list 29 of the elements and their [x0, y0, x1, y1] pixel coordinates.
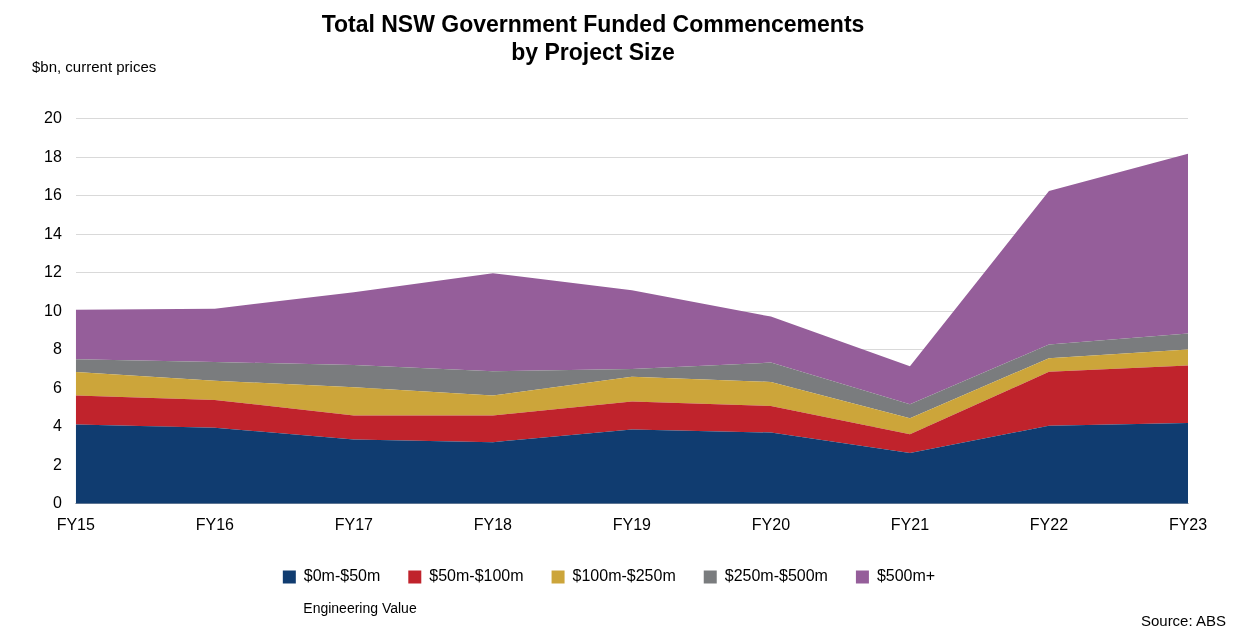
legend-label: $100m-$250m [572, 567, 676, 585]
x-tick-label: FY20 [751, 515, 791, 533]
x-tick-label: FY17 [334, 515, 374, 533]
legend-label: $500m+ [876, 567, 936, 585]
y-tick-label: 14 [44, 224, 62, 242]
x-tick-label: FY18 [473, 515, 513, 533]
chart-title: Total NSW Government Funded Commencements by Project Size [321, 11, 865, 65]
y-axis-title: $bn, current prices [32, 58, 157, 75]
y-tick-label: 16 [44, 186, 62, 204]
x-tick-label: FY15 [56, 515, 96, 533]
y-tick-label: 8 [52, 340, 62, 358]
legend-label: $0m-$50m [303, 567, 381, 585]
x-tick-label: FY19 [612, 515, 652, 533]
x-tick-label: FY16 [195, 515, 235, 533]
x-tick-label: FY21 [890, 515, 930, 533]
x-tick-label: FY22 [1029, 515, 1069, 533]
y-tick-label: 20 [44, 109, 62, 127]
y-tick-label: 4 [52, 417, 62, 435]
x-tick-label: FY23 [1168, 515, 1208, 533]
y-tick-label: 2 [52, 455, 62, 473]
y-tick-label: 10 [44, 301, 62, 319]
legend-label: $50m-$100m [429, 567, 524, 585]
source-note: Source: ABS [1140, 612, 1226, 629]
y-tick-label: 6 [52, 378, 62, 396]
x-axis-title: Engineering Value [302, 600, 418, 616]
y-tick-label: 12 [44, 263, 62, 281]
y-tick-label: 0 [52, 494, 62, 512]
y-tick-label: 18 [44, 147, 62, 165]
legend-label: $250m-$500m [724, 567, 828, 585]
